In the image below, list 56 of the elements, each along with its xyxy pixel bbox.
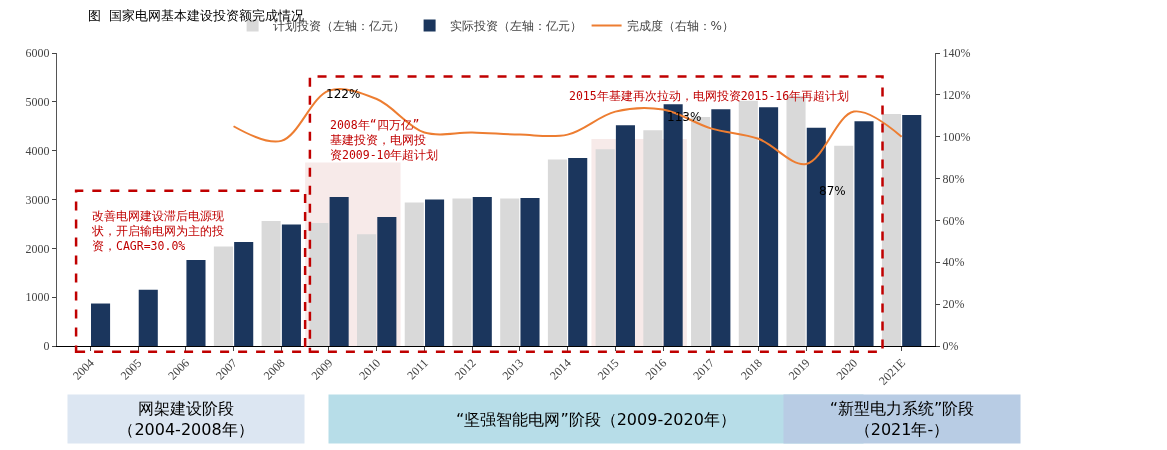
y-tick-label: 6000 xyxy=(25,46,50,61)
y2-tick-label: 100% xyxy=(942,129,971,144)
bar xyxy=(329,197,349,346)
y2-tick-label: 120% xyxy=(942,88,971,103)
line-series xyxy=(232,88,903,165)
y2-tick-label: 60% xyxy=(942,213,965,228)
bar xyxy=(902,115,922,346)
bar xyxy=(261,220,281,346)
bar xyxy=(500,198,520,346)
y2-tick-label: 140% xyxy=(942,46,971,61)
bar xyxy=(643,130,663,346)
bar xyxy=(595,149,615,346)
y-tick-label: 3000 xyxy=(25,192,50,207)
bar xyxy=(452,198,472,346)
bar xyxy=(425,199,445,346)
bar xyxy=(759,107,779,346)
annotation: 2015年基建再次拉动，电网投资2015-16年再超计划 xyxy=(569,89,850,103)
bar xyxy=(377,217,397,346)
bar xyxy=(138,289,158,346)
bar xyxy=(472,197,492,346)
bar xyxy=(854,121,874,346)
bar xyxy=(404,202,424,346)
bar xyxy=(881,114,901,346)
bar xyxy=(547,159,567,346)
annotation: 改善电网建设滞后电源现状，开启输电网为主的投资，CAGR=30.0% xyxy=(91,209,224,253)
text: “坚强智能电网”阶段（2009-2020年） xyxy=(456,409,736,429)
bar xyxy=(738,100,758,346)
y2-tick-label: 80% xyxy=(942,171,965,186)
bar xyxy=(281,224,301,346)
legend-label: 实际投资（左轴：亿元） xyxy=(449,19,582,34)
bar xyxy=(357,234,377,346)
y2-tick-label: 20% xyxy=(942,297,965,312)
annotation: 122% xyxy=(326,87,361,101)
legend-label: 完成度（右轴：%） xyxy=(626,19,735,34)
y-tick-label: 2000 xyxy=(25,241,50,256)
bar xyxy=(711,109,731,346)
y-tick-label: 5000 xyxy=(25,95,50,110)
x-tick-label: 2011 xyxy=(404,355,431,383)
y-tick-label: 0 xyxy=(43,339,50,354)
annotation: 113% xyxy=(667,110,702,124)
bar xyxy=(91,303,111,346)
text: “新型电力系统”阶段（2021年-） xyxy=(829,399,975,439)
bar xyxy=(568,157,588,346)
y-tick-label: 1000 xyxy=(25,290,50,305)
y-tick-label: 4000 xyxy=(25,143,50,158)
legend-label: 计划投资（左轴：亿元） xyxy=(272,19,405,34)
bar xyxy=(520,198,540,346)
bar xyxy=(213,246,233,346)
bar xyxy=(615,125,635,346)
annotation: 2008年“四万亿”基建投资，电网投资2009-10年超计划 xyxy=(330,118,439,162)
y2-tick-label: 0% xyxy=(942,339,959,354)
text: 网架建设阶段（2004-2008年） xyxy=(118,399,254,439)
bar xyxy=(186,260,206,346)
y2-tick-label: 40% xyxy=(942,255,965,270)
bar xyxy=(234,241,254,346)
bar xyxy=(309,222,329,346)
